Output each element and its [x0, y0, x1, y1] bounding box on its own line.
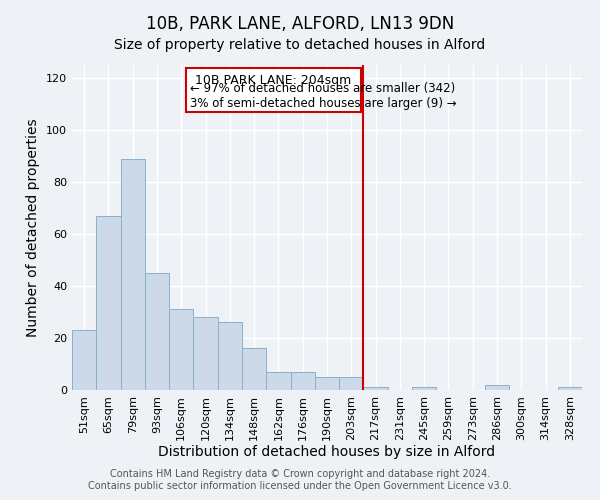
Text: Contains HM Land Registry data © Crown copyright and database right 2024.
Contai: Contains HM Land Registry data © Crown c…	[88, 470, 512, 491]
Bar	[364, 388, 388, 390]
Text: ← 97% of detached houses are smaller (342): ← 97% of detached houses are smaller (34…	[190, 82, 455, 96]
Bar	[558, 388, 582, 390]
Bar	[72, 330, 96, 390]
Y-axis label: Number of detached properties: Number of detached properties	[26, 118, 40, 337]
Bar	[193, 317, 218, 390]
Bar	[290, 372, 315, 390]
X-axis label: Distribution of detached houses by size in Alford: Distribution of detached houses by size …	[158, 446, 496, 460]
Bar	[412, 388, 436, 390]
Text: Size of property relative to detached houses in Alford: Size of property relative to detached ho…	[115, 38, 485, 52]
Bar	[242, 348, 266, 390]
Bar	[121, 158, 145, 390]
Bar	[218, 322, 242, 390]
Bar	[96, 216, 121, 390]
Text: 3% of semi-detached houses are larger (9) →: 3% of semi-detached houses are larger (9…	[190, 98, 457, 110]
Bar	[266, 372, 290, 390]
Bar	[485, 385, 509, 390]
FancyBboxPatch shape	[186, 68, 361, 112]
Text: 10B PARK LANE: 204sqm: 10B PARK LANE: 204sqm	[196, 74, 352, 87]
Bar	[145, 273, 169, 390]
Bar	[315, 377, 339, 390]
Text: 10B, PARK LANE, ALFORD, LN13 9DN: 10B, PARK LANE, ALFORD, LN13 9DN	[146, 15, 454, 33]
Bar	[339, 377, 364, 390]
Bar	[169, 310, 193, 390]
